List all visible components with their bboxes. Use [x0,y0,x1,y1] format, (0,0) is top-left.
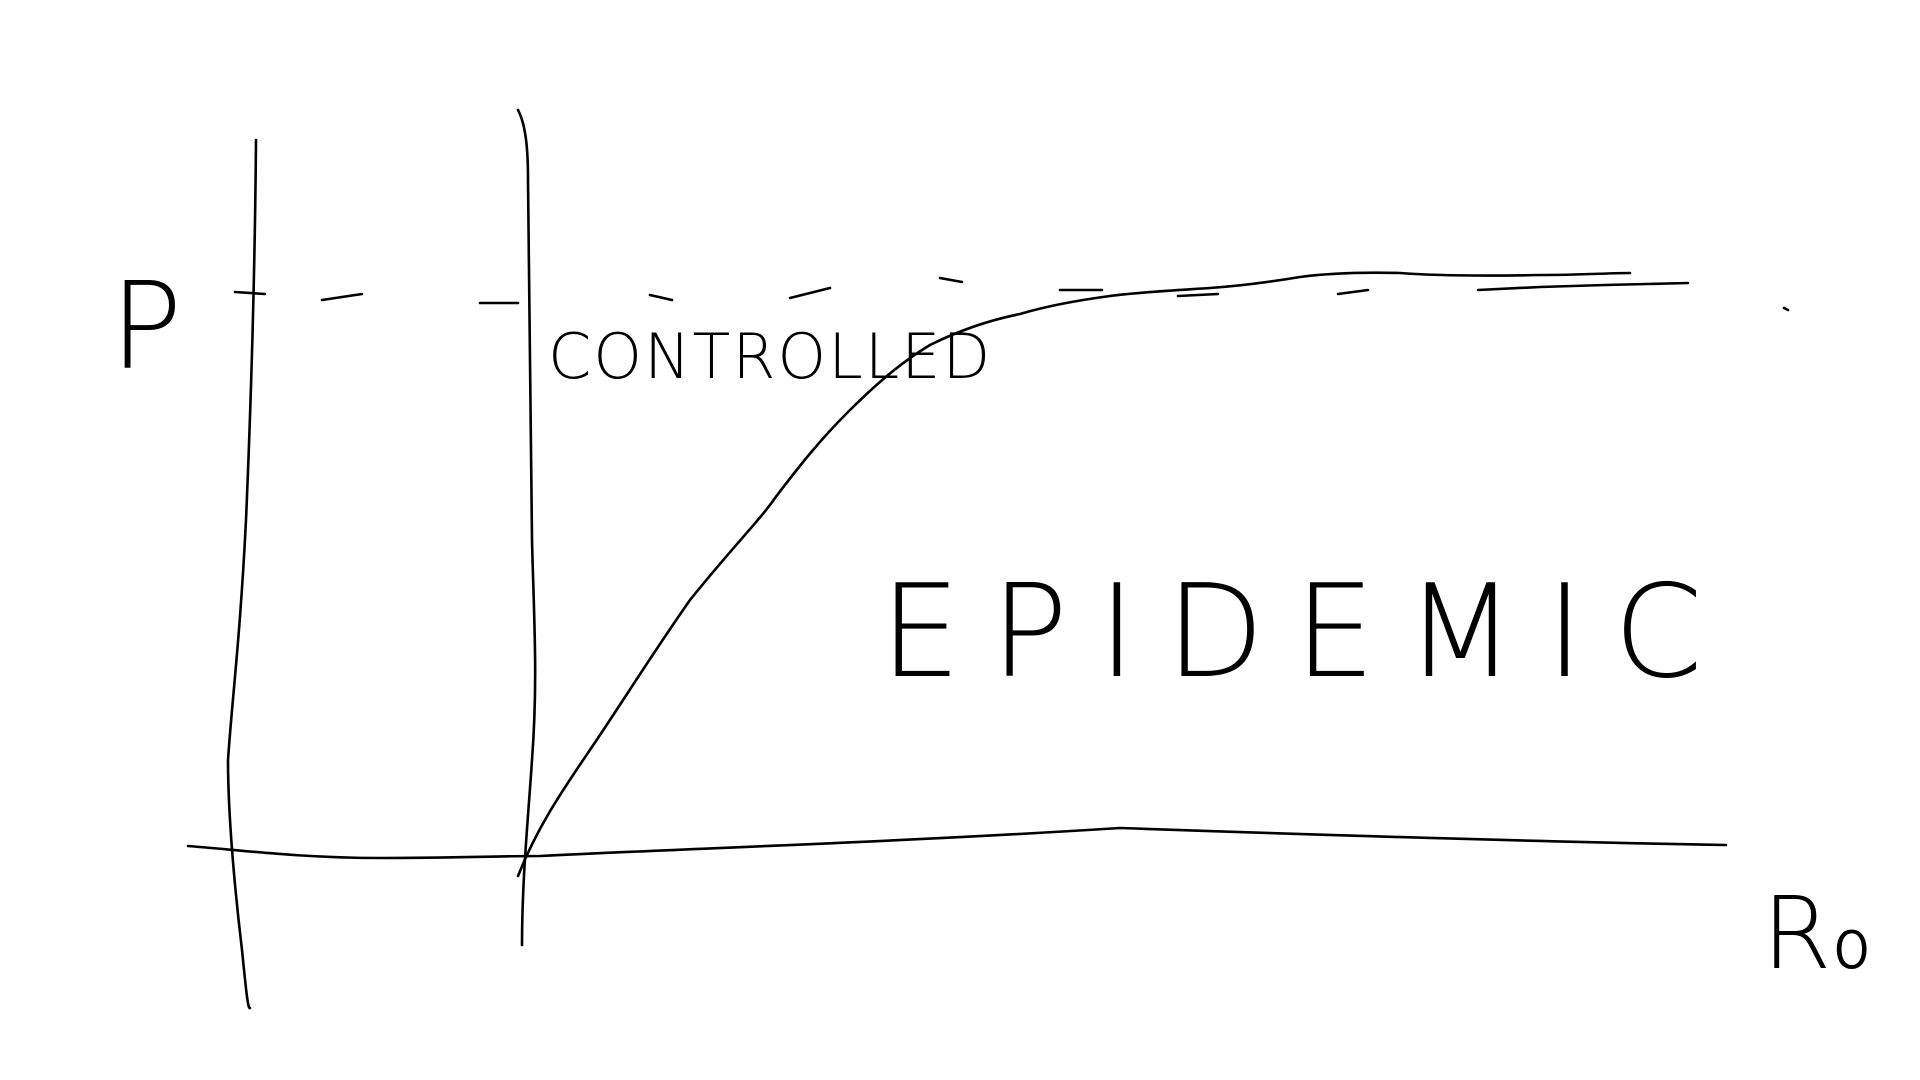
epidemic-region-label: EPIDEMIC [880,558,1733,707]
x-axis-label: R₀ [1762,875,1872,992]
threshold-vertical-line [516,108,537,947]
threshold-curve-main [516,271,1632,878]
controlled-region-label: CONTROLLED [548,320,992,393]
y-axis-label: P [110,258,182,397]
horizontal-axis-line [186,826,1728,860]
left-vertical-line [226,138,258,1010]
asymptote-dashed-line [233,276,1790,312]
